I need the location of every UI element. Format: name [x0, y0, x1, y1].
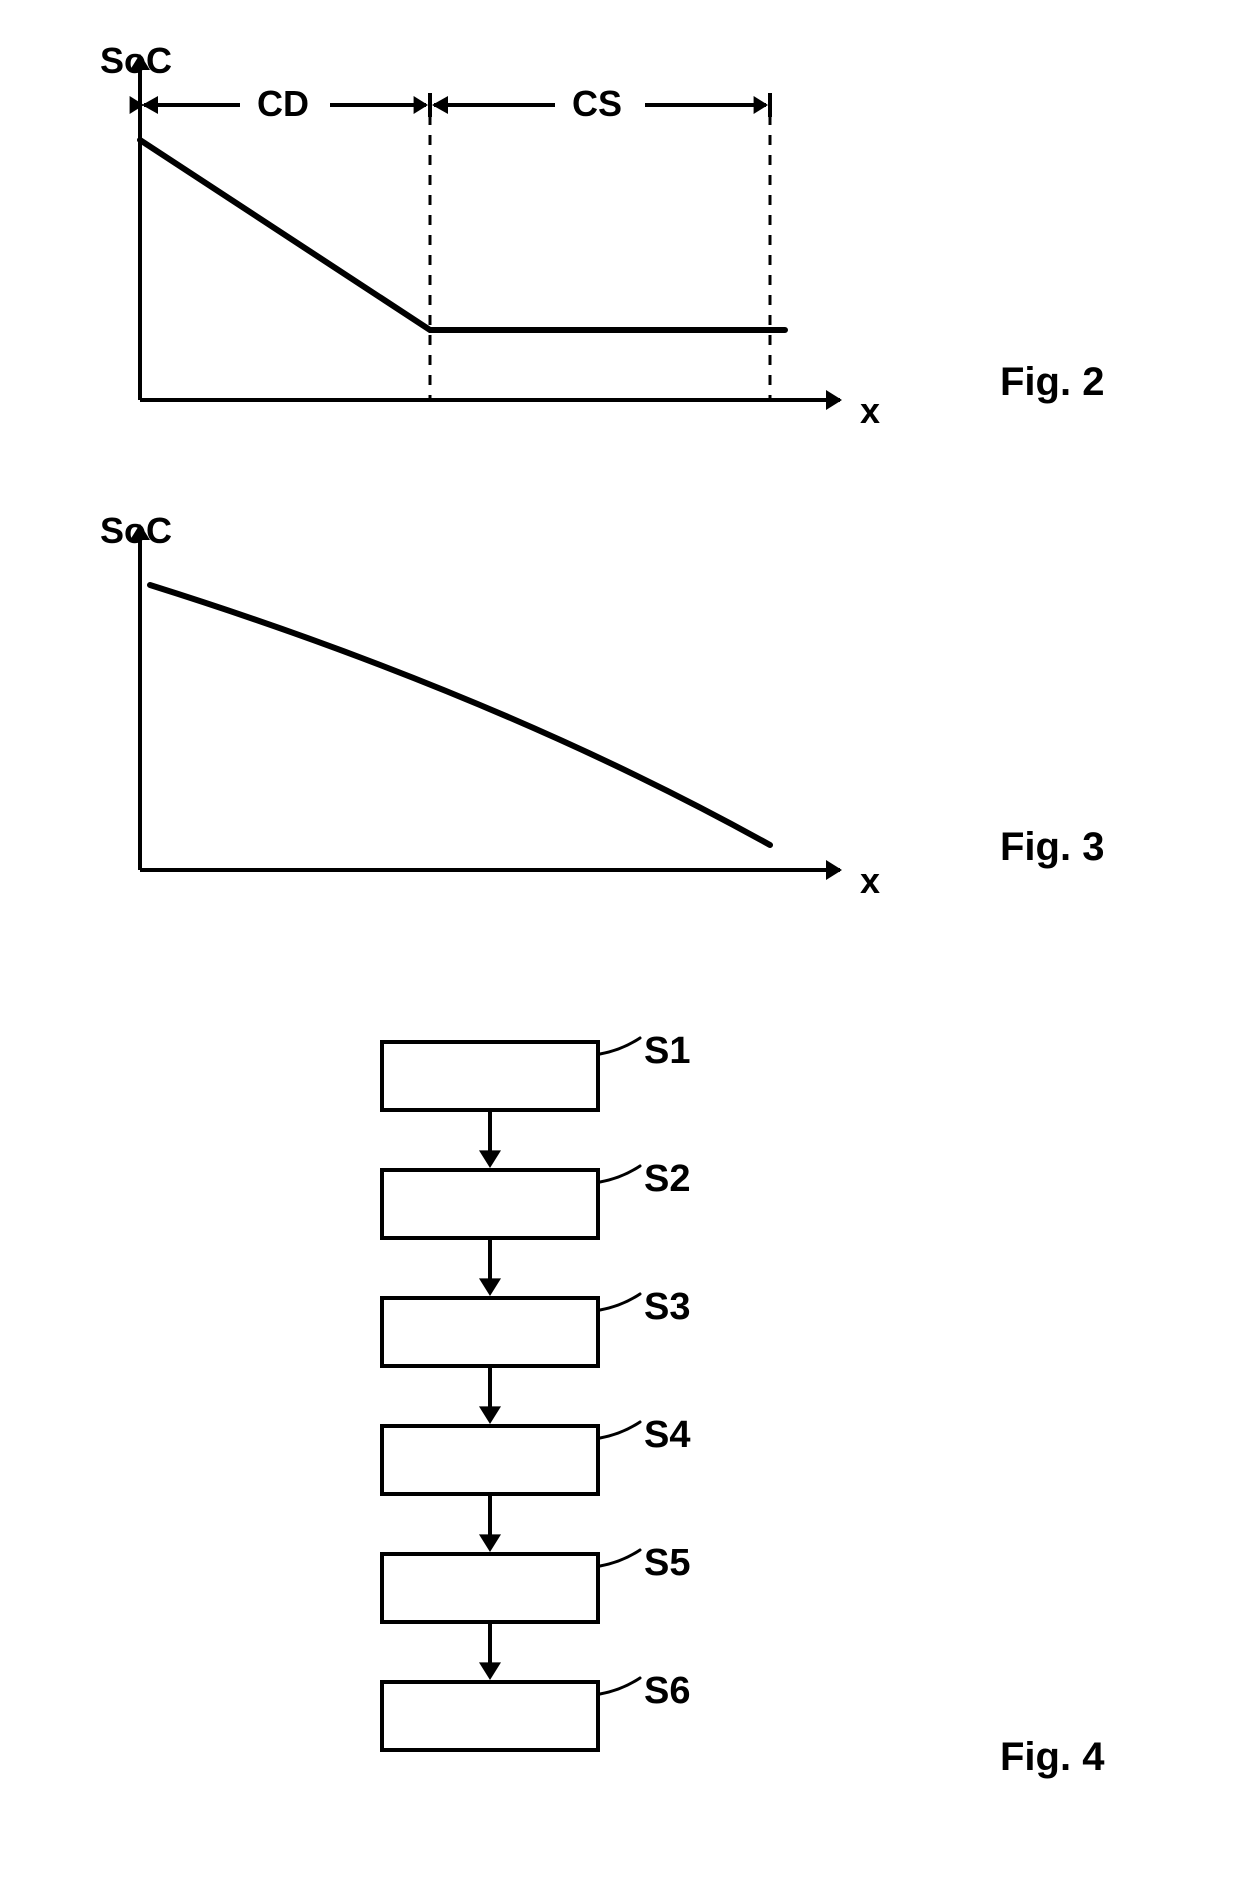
fig2-xlabel: x — [860, 390, 880, 432]
flow-step-S6 — [380, 1680, 600, 1752]
flow-step-label-S6: S6 — [644, 1670, 690, 1713]
page: SoC x CD CS Fig. 2 SoC x Fig. 3 S1 S2 S3 S4 S5 S6 Fig.… — [0, 0, 1240, 1835]
fig2-cd-label: CD — [257, 83, 309, 125]
flow-step-S2 — [380, 1168, 600, 1240]
flow-step-S5 — [380, 1552, 600, 1624]
flow-step-label-S1: S1 — [644, 1030, 690, 1073]
flow-step-label-S3: S3 — [644, 1286, 690, 1329]
flow-step-S4 — [380, 1424, 600, 1496]
fig2-cs-label: CS — [572, 83, 622, 125]
fig2-ylabel: SoC — [100, 40, 172, 82]
flow-step-label-S5: S5 — [644, 1542, 690, 1585]
fig2-caption: Fig. 2 — [1000, 360, 1104, 405]
flow-step-S1 — [380, 1040, 600, 1112]
fig2-svg — [0, 0, 1240, 500]
fig3-xlabel: x — [860, 860, 880, 902]
flow-step-label-S4: S4 — [644, 1414, 690, 1457]
flow-step-label-S2: S2 — [644, 1158, 690, 1201]
fig3-ylabel: SoC — [100, 510, 172, 552]
fig3-svg — [0, 460, 1240, 960]
flow-step-S3 — [380, 1296, 600, 1368]
fig3-caption: Fig. 3 — [1000, 825, 1104, 870]
fig4-caption: Fig. 4 — [1000, 1735, 1104, 1780]
